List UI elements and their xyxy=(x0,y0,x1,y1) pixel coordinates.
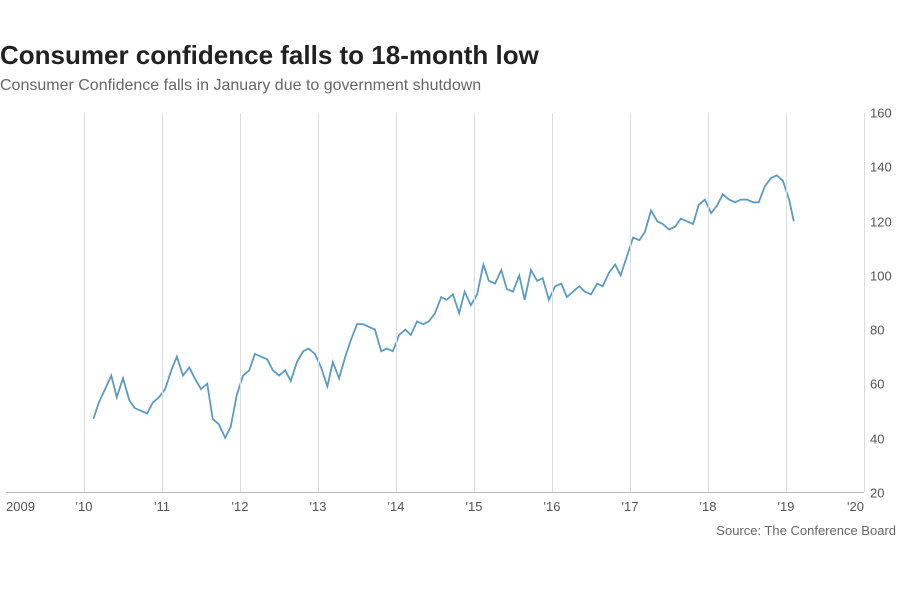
y-tick-label: 100 xyxy=(870,268,898,283)
y-tick-label: 120 xyxy=(870,214,898,229)
grid-line-v xyxy=(162,113,163,492)
x-tick-label: '14 xyxy=(388,499,405,514)
x-tick-label: '12 xyxy=(232,499,249,514)
series-line xyxy=(93,175,793,438)
grid-line-v xyxy=(240,113,241,492)
y-tick-label: 80 xyxy=(870,323,898,338)
chart-source: Source: The Conference Board xyxy=(716,523,896,538)
line-svg xyxy=(6,113,864,492)
x-tick-label: '15 xyxy=(466,499,483,514)
grid-line-v xyxy=(84,113,85,492)
x-tick-label: '17 xyxy=(622,499,639,514)
x-tick-label: '10 xyxy=(76,499,93,514)
grid-line-v xyxy=(552,113,553,492)
grid-line-v xyxy=(864,113,865,492)
grid-line-v xyxy=(708,113,709,492)
plot-outer: Source: The Conference Board 20406080100… xyxy=(0,113,900,533)
grid-line-v xyxy=(474,113,475,492)
y-tick-label: 20 xyxy=(870,486,898,501)
y-tick-label: 160 xyxy=(870,106,898,121)
x-tick-label: '16 xyxy=(544,499,561,514)
x-tick-label: '13 xyxy=(310,499,327,514)
grid-line-v xyxy=(318,113,319,492)
grid-line-v xyxy=(786,113,787,492)
y-tick-label: 60 xyxy=(870,377,898,392)
y-tick-label: 40 xyxy=(870,431,898,446)
grid-line-v xyxy=(630,113,631,492)
y-tick-label: 140 xyxy=(870,160,898,175)
x-tick-label: 2009 xyxy=(6,499,35,514)
chart-subtitle: Consumer Confidence falls in January due… xyxy=(0,77,900,95)
x-tick-label: '11 xyxy=(154,499,170,514)
plot-area xyxy=(6,113,864,493)
chart-container: Consumer confidence falls to 18-month lo… xyxy=(0,0,900,533)
x-tick-label: '20 xyxy=(847,499,864,514)
x-tick-label: '18 xyxy=(700,499,717,514)
chart-title: Consumer confidence falls to 18-month lo… xyxy=(0,40,900,71)
x-tick-label: '19 xyxy=(778,499,795,514)
grid-line-v xyxy=(396,113,397,492)
